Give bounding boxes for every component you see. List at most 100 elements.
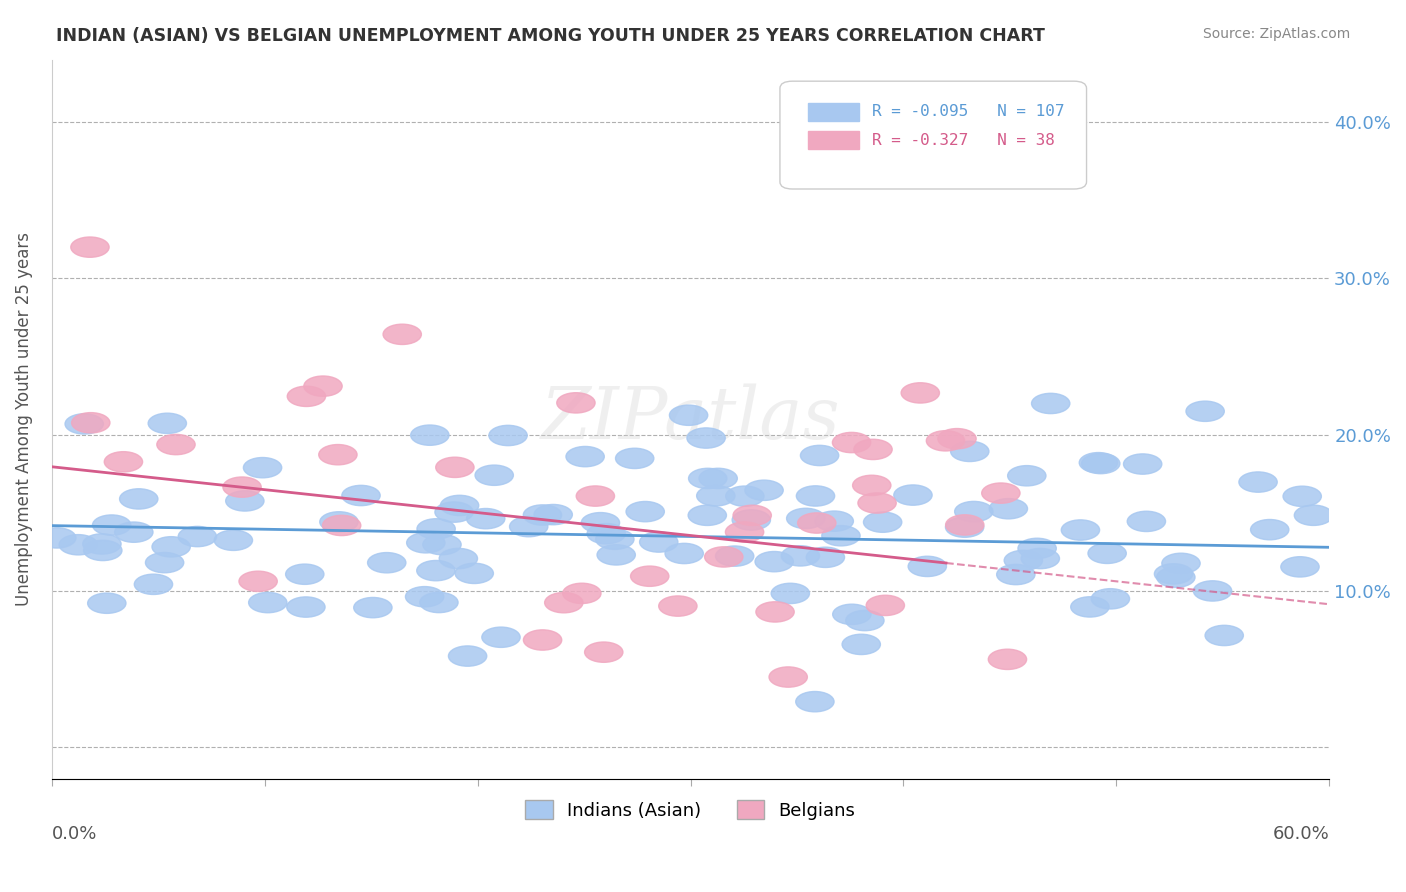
Ellipse shape — [214, 530, 253, 550]
Ellipse shape — [581, 513, 620, 533]
Ellipse shape — [405, 587, 444, 607]
Ellipse shape — [1123, 454, 1161, 475]
Ellipse shape — [755, 551, 793, 572]
Ellipse shape — [418, 519, 456, 539]
Ellipse shape — [1062, 520, 1099, 541]
Ellipse shape — [1128, 511, 1166, 532]
Ellipse shape — [576, 486, 614, 507]
Ellipse shape — [72, 413, 110, 433]
Ellipse shape — [863, 512, 901, 533]
Ellipse shape — [489, 425, 527, 446]
Ellipse shape — [120, 489, 157, 509]
Ellipse shape — [65, 414, 104, 434]
Ellipse shape — [689, 468, 727, 489]
Ellipse shape — [770, 583, 810, 604]
Ellipse shape — [853, 439, 893, 459]
Ellipse shape — [38, 528, 76, 548]
Ellipse shape — [287, 386, 326, 407]
Ellipse shape — [866, 595, 904, 615]
Ellipse shape — [87, 593, 127, 614]
Ellipse shape — [1004, 550, 1042, 571]
Ellipse shape — [927, 431, 965, 451]
Y-axis label: Unemployment Among Youth under 25 years: Unemployment Among Youth under 25 years — [15, 232, 32, 606]
Ellipse shape — [630, 566, 669, 586]
Ellipse shape — [725, 522, 763, 542]
Ellipse shape — [1250, 519, 1289, 540]
Ellipse shape — [846, 610, 884, 631]
Ellipse shape — [858, 493, 896, 513]
Ellipse shape — [557, 392, 595, 413]
Ellipse shape — [287, 597, 325, 617]
Ellipse shape — [59, 534, 97, 555]
Ellipse shape — [797, 513, 837, 533]
Ellipse shape — [950, 442, 988, 461]
Ellipse shape — [725, 486, 763, 507]
Ellipse shape — [367, 552, 406, 573]
Ellipse shape — [894, 485, 932, 505]
Ellipse shape — [955, 501, 993, 522]
Ellipse shape — [585, 642, 623, 663]
Ellipse shape — [83, 541, 122, 560]
Ellipse shape — [1157, 567, 1195, 588]
Ellipse shape — [148, 413, 187, 434]
Ellipse shape — [1295, 505, 1333, 525]
Ellipse shape — [434, 502, 474, 522]
Ellipse shape — [842, 634, 880, 655]
Ellipse shape — [482, 627, 520, 648]
Ellipse shape — [1043, 785, 1083, 805]
Ellipse shape — [319, 444, 357, 465]
Ellipse shape — [449, 646, 486, 666]
Ellipse shape — [1154, 564, 1192, 584]
Ellipse shape — [588, 524, 626, 544]
Ellipse shape — [243, 458, 281, 478]
Ellipse shape — [224, 477, 262, 497]
Ellipse shape — [696, 485, 735, 506]
Ellipse shape — [152, 537, 190, 557]
Ellipse shape — [990, 499, 1028, 519]
Ellipse shape — [616, 448, 654, 468]
Ellipse shape — [665, 543, 703, 564]
Ellipse shape — [938, 428, 976, 449]
Ellipse shape — [782, 546, 820, 566]
Ellipse shape — [322, 516, 361, 535]
Ellipse shape — [1161, 553, 1201, 574]
Ellipse shape — [342, 485, 380, 506]
Ellipse shape — [1239, 472, 1277, 492]
Ellipse shape — [769, 667, 807, 687]
Ellipse shape — [544, 592, 583, 613]
Ellipse shape — [688, 505, 727, 525]
Ellipse shape — [669, 405, 707, 425]
Ellipse shape — [382, 324, 422, 344]
Text: R = -0.327   N = 38: R = -0.327 N = 38 — [872, 133, 1054, 147]
Ellipse shape — [832, 604, 870, 624]
Ellipse shape — [467, 508, 505, 529]
Ellipse shape — [640, 532, 678, 552]
Ellipse shape — [567, 446, 605, 467]
Ellipse shape — [1018, 538, 1056, 558]
Text: 60.0%: 60.0% — [1272, 825, 1329, 844]
Ellipse shape — [436, 458, 474, 477]
Bar — [808, 103, 859, 120]
Ellipse shape — [832, 433, 870, 453]
Ellipse shape — [796, 486, 835, 506]
Ellipse shape — [509, 516, 548, 537]
Ellipse shape — [135, 574, 173, 594]
Ellipse shape — [249, 592, 287, 613]
Ellipse shape — [179, 526, 217, 547]
Ellipse shape — [815, 511, 853, 532]
Ellipse shape — [745, 480, 783, 500]
Ellipse shape — [699, 468, 737, 489]
Ellipse shape — [523, 630, 562, 650]
Ellipse shape — [1187, 401, 1225, 421]
Ellipse shape — [157, 434, 195, 455]
Ellipse shape — [598, 545, 636, 565]
Ellipse shape — [626, 501, 665, 522]
Ellipse shape — [420, 592, 458, 613]
Ellipse shape — [946, 515, 984, 535]
Ellipse shape — [852, 475, 891, 496]
Ellipse shape — [354, 598, 392, 618]
Ellipse shape — [285, 564, 323, 584]
Ellipse shape — [658, 596, 697, 616]
Ellipse shape — [416, 560, 456, 581]
Ellipse shape — [901, 383, 939, 403]
